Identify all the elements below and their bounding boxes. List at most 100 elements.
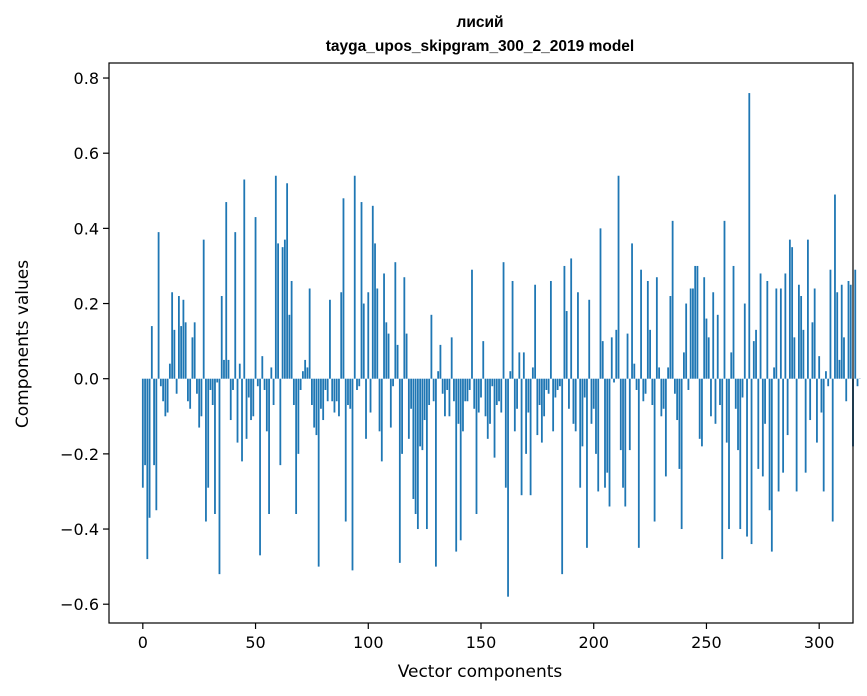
bar-255: [716, 314, 719, 379]
bar-160: [502, 262, 505, 379]
y-axis-label: Components values: [13, 260, 33, 428]
bar-73: [306, 367, 309, 379]
bar-36: [223, 359, 225, 379]
bar-223: [644, 378, 647, 394]
bar-148: [475, 378, 478, 514]
bar-149: [477, 378, 480, 413]
bar-172: [529, 378, 532, 496]
bar-89: [342, 198, 345, 379]
bar-72: [304, 359, 307, 379]
bar-228: [655, 277, 658, 379]
y-axis-ticks: −0.6 −0.4 −0.2 0.0 0.2 0.4 0.6 0.8: [60, 69, 109, 614]
bar-142: [462, 378, 464, 432]
bar-75: [311, 378, 313, 406]
bar-279: [770, 378, 773, 552]
bar-91: [347, 378, 349, 406]
bar-157: [495, 378, 498, 406]
bar-235: [671, 220, 674, 379]
bar-151: [482, 341, 485, 379]
bar-208: [610, 337, 613, 379]
bar-39: [229, 378, 232, 421]
bar-267: [743, 303, 746, 379]
bar-234: [669, 296, 672, 379]
bar-278: [768, 378, 771, 511]
bar-68: [295, 378, 298, 514]
bar-277: [766, 280, 769, 379]
bar-290: [795, 378, 798, 492]
bar-165: [513, 378, 516, 432]
bar-243: [689, 288, 692, 379]
bar-32: [214, 378, 216, 514]
bar-96: [358, 378, 361, 387]
y-tick-label-6: 0.6: [74, 144, 99, 163]
bar-82: [326, 378, 329, 402]
bar-195: [581, 378, 584, 447]
bar-224: [646, 280, 649, 379]
bar-124: [421, 378, 424, 451]
bar-317: [856, 378, 859, 387]
bar-206: [606, 378, 609, 473]
x-tick-label-250: 250: [691, 633, 722, 652]
bar-27: [202, 239, 205, 379]
bar-74: [308, 288, 311, 379]
bar-97: [360, 202, 363, 379]
bar-240: [683, 352, 685, 379]
x-tick-label-200: 200: [578, 633, 609, 652]
bar-241: [685, 303, 688, 379]
bar-21: [189, 378, 192, 409]
bar-175: [536, 378, 539, 436]
bar-287: [788, 239, 791, 379]
bar-261: [730, 352, 733, 379]
bar-67: [292, 378, 295, 406]
bar-83: [329, 299, 331, 379]
bar-159: [500, 378, 503, 413]
bar-101: [369, 378, 372, 413]
bar-100: [367, 292, 370, 379]
bar-193: [577, 292, 579, 379]
bar-302: [822, 378, 825, 492]
bar-119: [410, 378, 413, 409]
bar-194: [579, 378, 582, 488]
bar-55: [265, 378, 268, 432]
bar-176: [538, 378, 541, 406]
bar-47: [247, 378, 250, 398]
bar-186: [561, 378, 564, 575]
bar-222: [642, 378, 645, 402]
bar-30: [209, 378, 212, 390]
bar-25: [198, 378, 201, 428]
bar-252: [710, 378, 712, 417]
bar-158: [498, 378, 500, 402]
bar-188: [565, 311, 568, 379]
bar-229: [658, 367, 661, 379]
bar-161: [504, 378, 507, 488]
bar-132: [439, 344, 442, 379]
x-axis-ticks: 0 50 100 150 200 250 300: [138, 623, 834, 652]
bar-307: [834, 194, 836, 379]
bar-41: [234, 232, 237, 379]
bar-305: [829, 269, 832, 379]
bar-26: [200, 378, 203, 417]
bar-204: [601, 341, 604, 379]
bar-218: [633, 363, 636, 379]
bar-0: [141, 378, 144, 488]
bar-146: [471, 269, 473, 379]
bar-65: [288, 314, 291, 379]
bar-215: [626, 333, 629, 379]
bar-209: [613, 378, 615, 383]
bar-60: [277, 243, 279, 379]
bar-103: [374, 243, 376, 379]
bar-88: [340, 292, 343, 379]
bar-291: [797, 284, 800, 379]
bar-147: [473, 378, 476, 409]
bar-12: [168, 363, 171, 379]
bar-59: [274, 175, 277, 379]
bar-137: [450, 337, 453, 379]
bar-303: [825, 371, 827, 379]
bar-143: [464, 378, 467, 402]
bar-92: [349, 378, 352, 409]
bar-99: [365, 378, 367, 439]
bar-258: [723, 220, 726, 379]
bar-288: [791, 247, 794, 379]
y-tick-label-3: 0.0: [74, 370, 99, 389]
